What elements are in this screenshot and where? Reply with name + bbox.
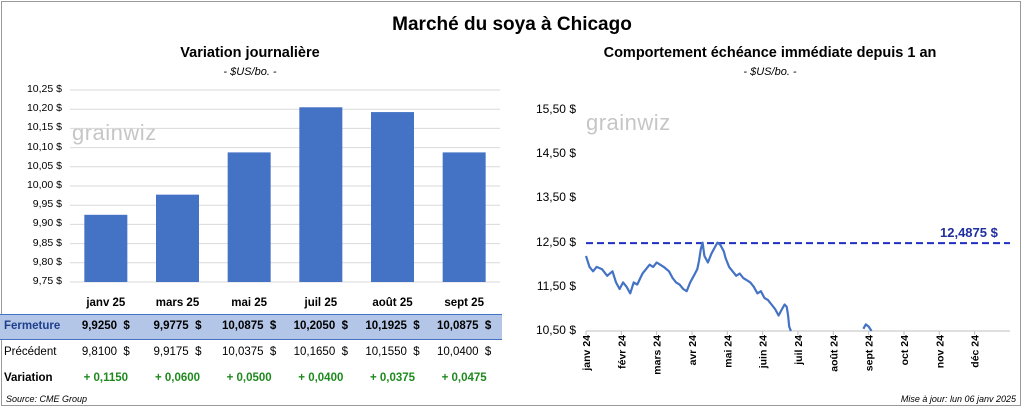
right-x-tick-label: oct 24 <box>899 335 911 366</box>
left-y-tick-label: 10,25 $ <box>26 83 62 95</box>
update-note: Mise à jour: lun 06 janv 2025 <box>900 394 1016 404</box>
left-y-tick-label: 10,00 $ <box>26 179 62 191</box>
bar <box>84 214 128 282</box>
reference-value-label: 12,4875 $ <box>940 225 998 240</box>
table-cell: 9,8100 $ <box>81 346 130 358</box>
price-line <box>584 241 792 332</box>
left-x-tick-label: juil 25 <box>304 297 338 309</box>
right-y-tick-label: 13,50 $ <box>535 190 576 205</box>
table-cell: 10,0875 $ <box>221 320 277 332</box>
left-y-tick-label: 9,85 $ <box>32 236 62 249</box>
table-cell: 9,9250 $ <box>81 320 130 332</box>
table-cell: 9,9175 $ <box>153 346 202 358</box>
left-y-tick-label: 10,15 $ <box>26 121 62 134</box>
left-x-tick-label: août 25 <box>372 297 413 309</box>
table-cell: + 0,0400 <box>298 372 344 384</box>
table-cell: + 0,0600 <box>154 372 201 384</box>
right-watermark: grainwiz <box>586 110 671 135</box>
left-x-tick-label: mai 25 <box>231 297 268 309</box>
left-x-tick-label: janv 25 <box>86 297 126 309</box>
table-cell: + 0,0375 <box>369 372 416 384</box>
right-y-tick-label: 12,50 $ <box>535 234 576 249</box>
table-cell: 10,1925 $ <box>365 320 420 332</box>
right-chart-title: Comportement échéance immédiate depuis 1… <box>603 45 937 61</box>
right-x-tick-label: sept 24 <box>864 335 876 371</box>
left-watermark: grainwiz <box>72 120 157 145</box>
bar <box>227 152 271 282</box>
left-x-tick-label: sept 25 <box>444 297 484 309</box>
right-x-tick-label: mai 24 <box>722 335 734 368</box>
table-cell: 10,1550 $ <box>365 346 420 358</box>
table-cell: + 0,1150 <box>83 372 129 384</box>
table-row: Précédent 9,8100 $ 9,9175 $ 10,0375 $ 10,165… <box>0 341 502 365</box>
left-y-tick-label: 9,90 $ <box>32 217 62 230</box>
right-y-tick-label: 11,50 $ <box>536 278 576 293</box>
left-x-tick-label: mars 25 <box>155 297 200 309</box>
right-x-tick-label: juin 24 <box>758 335 770 369</box>
right-x-tick-label: déc 24 <box>970 335 982 368</box>
row-label: Fermeture <box>4 320 61 332</box>
table-row: Fermeture 9,9250 $ 9,9775 $ 10,0875 $ 10,205… <box>0 314 502 340</box>
table-row: Variation + 0,1150 + 0,0600 + 0,0500 + 0,040… <box>0 367 502 391</box>
left-chart-title: Variation journalière <box>180 45 320 61</box>
bar <box>156 194 199 282</box>
right-chart-subtitle: - $US/bo. - <box>743 66 797 78</box>
table-cell: 10,0375 $ <box>221 346 277 358</box>
table-cell: 10,0875 $ <box>436 320 492 332</box>
row-label: Variation <box>4 372 53 384</box>
table-cell: 10,0400 $ <box>436 346 492 358</box>
right-x-tick-label: mars 24 <box>652 335 664 375</box>
right-y-tick-label: 10,50 $ <box>535 323 576 337</box>
left-y-tick-label: 9,95 $ <box>32 198 62 211</box>
bar <box>442 152 486 282</box>
right-x-tick-label: juil 24 <box>793 335 805 366</box>
left-y-tick-label: 10,10 $ <box>26 140 62 153</box>
right-y-tick-label: 15,50 $ <box>535 102 576 116</box>
table-cell: 10,1650 $ <box>293 346 348 358</box>
table-cell: + 0,0500 <box>226 372 272 384</box>
table-cell: 10,2050 $ <box>293 320 348 332</box>
right-x-tick-label: nov 24 <box>934 335 946 368</box>
left-y-tick-label: 9,75 $ <box>32 275 62 287</box>
price-line <box>862 323 873 332</box>
left-y-tick-label: 9,80 $ <box>32 255 62 268</box>
right-x-tick-label: août 24 <box>828 335 840 372</box>
bar <box>371 112 414 282</box>
left-chart-subtitle: - $US/bo. - <box>223 66 277 78</box>
right-x-tick-label: avr 24 <box>687 335 699 366</box>
right-y-tick-label: 14,50 $ <box>535 146 576 161</box>
left-y-tick-label: 10,05 $ <box>26 159 62 172</box>
table-cell: 9,9775 $ <box>153 320 202 332</box>
source-note: Source: CME Group <box>6 394 88 404</box>
row-label: Précédent <box>4 346 57 358</box>
table-cell: + 0,0475 <box>441 372 487 384</box>
left-y-tick-label: 10,20 $ <box>26 102 62 115</box>
right-x-tick-label: févr 24 <box>616 335 628 369</box>
bar <box>299 107 343 282</box>
page-title: Marché du soya à Chicago <box>392 14 632 35</box>
right-x-tick-label: janv 24 <box>581 335 593 372</box>
